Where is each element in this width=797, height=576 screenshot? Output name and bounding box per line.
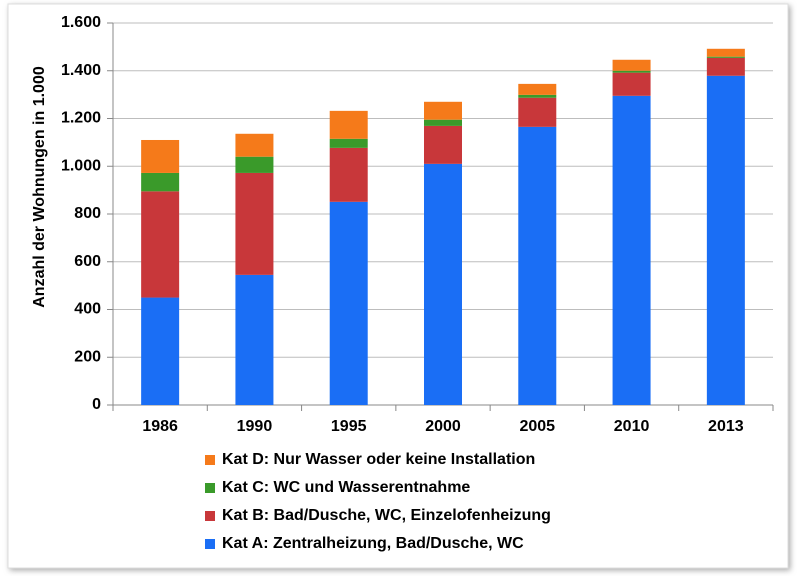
y-tick-label: 400 bbox=[74, 301, 101, 318]
bar-segment bbox=[329, 138, 368, 148]
panel bbox=[7, 3, 789, 569]
y-tick-label: 800 bbox=[74, 205, 101, 222]
y-tick-label: 1.000 bbox=[61, 157, 101, 174]
x-tick-label: 2013 bbox=[708, 418, 744, 435]
legend-label: Kat B: Bad/Dusche, WC, Einzelofenheizung bbox=[222, 507, 551, 524]
bar-segment bbox=[329, 201, 368, 405]
legend-swatch bbox=[205, 455, 215, 465]
x-tick-label: 1990 bbox=[237, 418, 273, 435]
bar-segment bbox=[706, 75, 745, 406]
bar-segment bbox=[424, 101, 462, 120]
bar-segment bbox=[518, 83, 557, 95]
x-tick-label: 2005 bbox=[519, 418, 555, 435]
bar-segment bbox=[329, 147, 368, 202]
y-tick-label: 200 bbox=[74, 348, 101, 365]
bar-segment bbox=[706, 57, 745, 76]
x-tick-label: 2000 bbox=[425, 418, 461, 435]
bar-segment bbox=[235, 172, 274, 275]
x-tick-label: 1995 bbox=[331, 418, 367, 435]
bar-segment bbox=[518, 94, 557, 98]
bar-segment bbox=[612, 72, 651, 96]
bar-segment bbox=[424, 163, 462, 405]
bar-segment bbox=[235, 274, 274, 405]
legend-label: Kat D: Nur Wasser oder keine Installatio… bbox=[222, 451, 535, 468]
legend-label: Kat C: WC und Wasserentnahme bbox=[222, 479, 470, 496]
bar-segment bbox=[141, 191, 180, 298]
y-tick-label: 0 bbox=[92, 396, 101, 413]
y-tick-label: 1.400 bbox=[61, 62, 101, 79]
bar-segment bbox=[612, 95, 651, 405]
bar-segment bbox=[706, 56, 745, 58]
bar-segment bbox=[329, 110, 368, 139]
bar-segment bbox=[518, 97, 557, 127]
bar-segment bbox=[141, 139, 180, 173]
legend-label: Kat A: Zentralheizung, Bad/Dusche, WC bbox=[222, 535, 524, 552]
y-tick-label: 600 bbox=[74, 253, 101, 270]
x-tick-label: 1986 bbox=[142, 418, 178, 435]
legend-swatch bbox=[205, 539, 215, 549]
bar-segment bbox=[518, 126, 557, 405]
y-axis-label: Anzahl der Wohnungen in 1.000 bbox=[31, 66, 48, 308]
bar-segment bbox=[612, 70, 651, 73]
bar-segment bbox=[235, 133, 274, 157]
bar-segment bbox=[706, 48, 745, 57]
bar-segment bbox=[612, 59, 651, 71]
bar-segment bbox=[141, 172, 180, 192]
bar-segment bbox=[424, 119, 462, 126]
y-tick-label: 1.200 bbox=[61, 110, 101, 127]
legend-swatch bbox=[205, 483, 215, 493]
bar-segment bbox=[235, 156, 274, 173]
y-tick-label: 1.600 bbox=[61, 14, 101, 31]
x-tick-label: 2010 bbox=[614, 418, 650, 435]
bar-segment bbox=[424, 125, 462, 164]
legend-swatch bbox=[205, 511, 215, 521]
bar-segment bbox=[141, 297, 180, 405]
